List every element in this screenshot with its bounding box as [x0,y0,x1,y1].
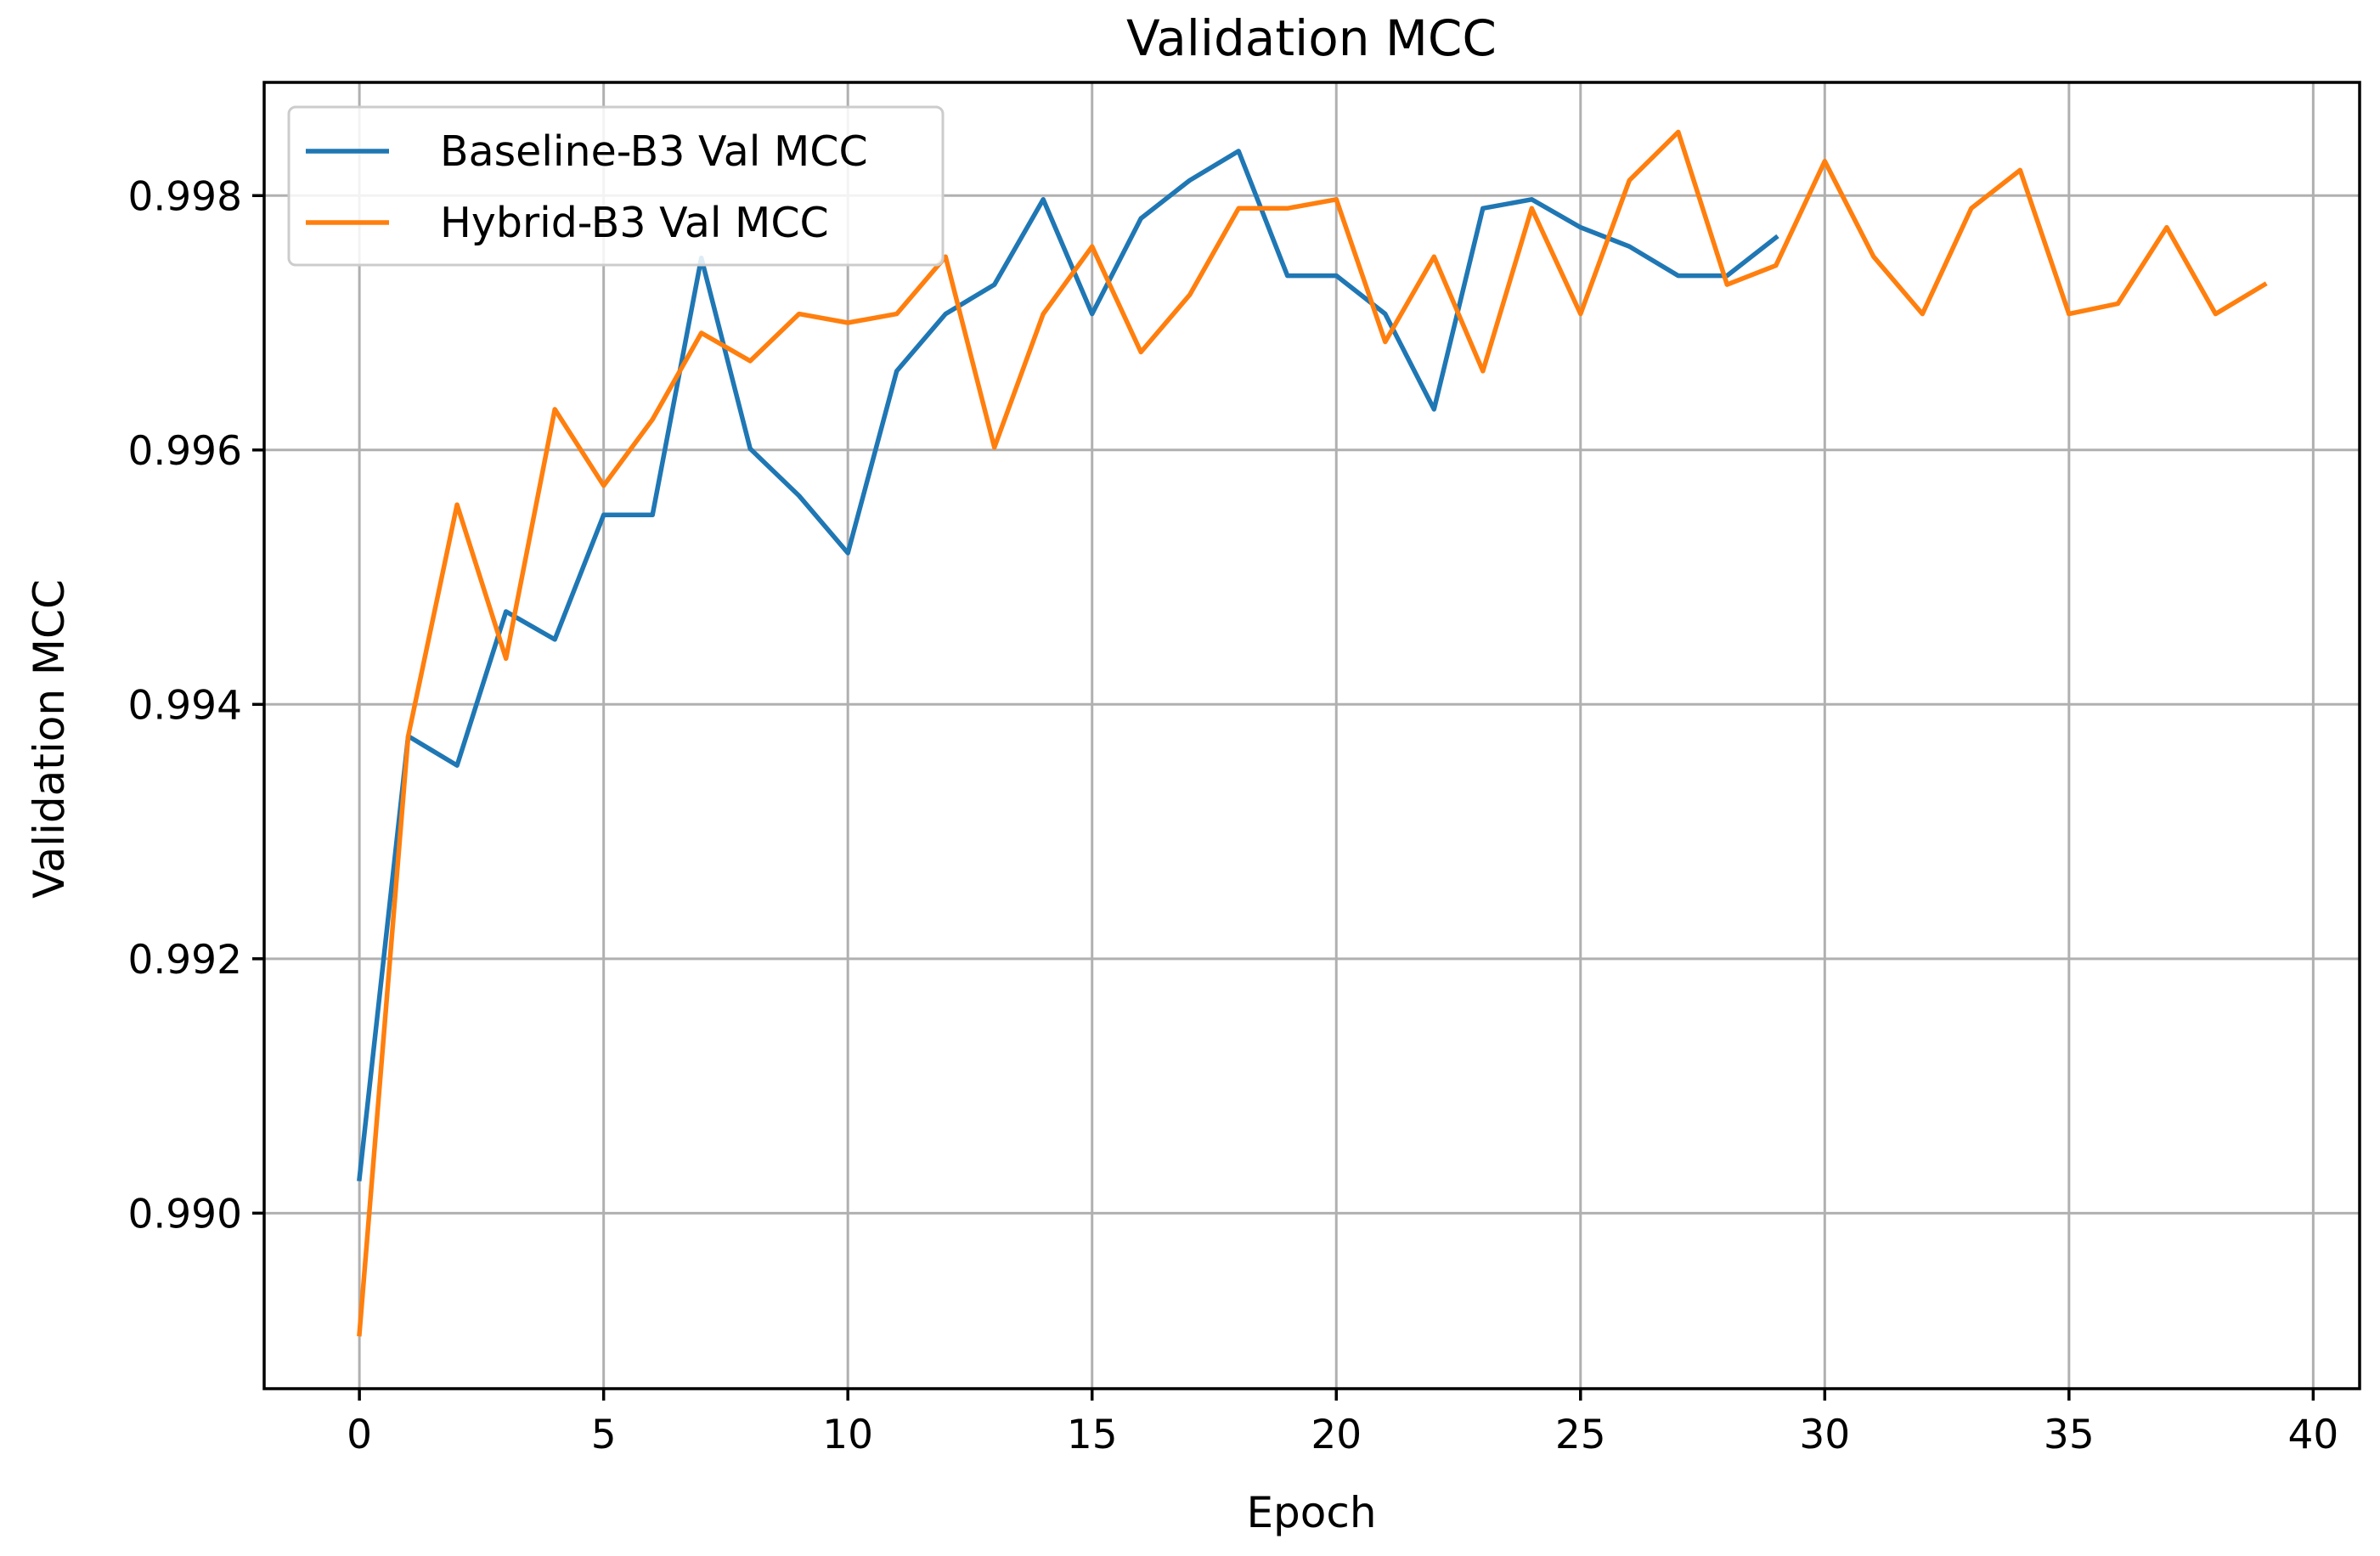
legend: Baseline-B3 Val MCC Hybrid-B3 Val MCC [287,105,945,267]
x-tick-label: 10 [822,1412,873,1458]
axes-frame [262,81,2361,1390]
x-tick-label: 5 [591,1412,617,1458]
x-tick-label: 35 [2044,1412,2095,1458]
x-tick-label: 15 [1067,1412,1118,1458]
legend-label: Baseline-B3 Val MCC [440,127,868,176]
y-tick-label: 0.996 [127,428,242,475]
chart-title: Validation MCC [1126,9,1497,67]
grid-layer [264,82,2360,1389]
x-axis-label: Epoch [1246,1488,1376,1537]
x-tick-label: 0 [347,1412,372,1458]
series-layer [357,129,2268,1337]
x-tick-label: 25 [1555,1412,1606,1458]
series-line-hybrid-b3 [357,129,2268,1337]
series-line-baseline-b3 [357,149,1779,1181]
y-tick-label: 0.998 [127,173,242,220]
x-tick-label: 40 [2287,1412,2338,1458]
y-axis-label: Validation MCC [25,579,74,899]
legend-box [287,105,945,267]
x-tick-label: 30 [1799,1412,1850,1458]
x-tick-label: 20 [1311,1412,1362,1458]
y-tick-label: 0.994 [127,682,242,729]
y-tick-label: 0.990 [127,1191,242,1237]
ticks-layer: 0 5 10 15 20 25 30 35 40 0.990 0.992 0.994 0.996 0.99… [127,173,2338,1458]
y-tick-label: 0.992 [127,937,242,984]
legend-label: Hybrid-B3 Val MCC [440,199,829,247]
